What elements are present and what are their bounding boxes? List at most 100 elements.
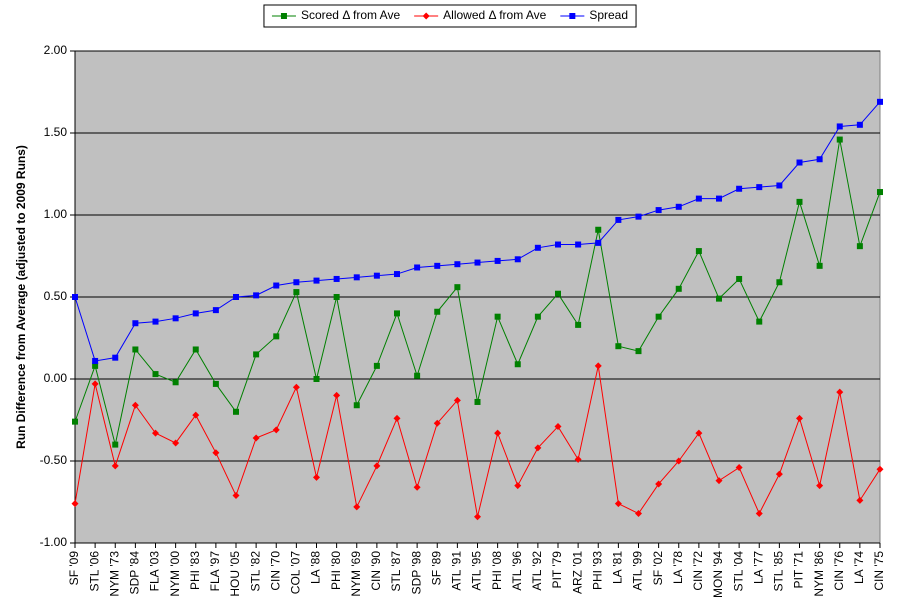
marker [433, 419, 441, 427]
marker [796, 198, 803, 205]
x-tick-label: SF '89 [429, 551, 443, 586]
marker [454, 261, 461, 268]
marker [233, 294, 239, 300]
marker [816, 482, 824, 490]
x-tick-label: CIN '72 [691, 551, 705, 591]
marker [876, 465, 884, 473]
marker [555, 290, 561, 297]
legend-label: Spread [589, 8, 628, 22]
marker [595, 239, 602, 246]
marker [575, 321, 582, 328]
marker [192, 310, 199, 317]
marker [232, 491, 240, 499]
marker [233, 408, 239, 415]
marker [333, 294, 340, 300]
marker [735, 464, 743, 472]
marker [273, 333, 280, 340]
marker [554, 423, 562, 431]
marker [212, 449, 220, 457]
marker [353, 402, 360, 409]
marker [92, 362, 99, 369]
marker [273, 282, 280, 289]
x-tick-label: CIN '75 [872, 551, 886, 591]
legend-marker [569, 13, 576, 19]
x-tick-label: COL '07 [289, 551, 303, 595]
legend: Scored Δ from Ave Allowed Δ from Ave Sprea… [263, 4, 637, 28]
marker [111, 462, 119, 470]
marker [776, 182, 783, 189]
marker [594, 362, 602, 370]
x-tick-label: LA '74 [852, 551, 866, 584]
marker [595, 226, 602, 233]
marker [877, 189, 883, 196]
marker [373, 462, 381, 470]
x-tick-label: ATL '91 [450, 551, 464, 591]
marker [172, 315, 179, 322]
x-tick-label: ATL '96 [510, 551, 524, 591]
x-tick-label: MON '94 [711, 551, 725, 598]
x-tick-label: ATL '99 [631, 551, 645, 591]
marker [292, 383, 300, 391]
marker [72, 418, 78, 425]
marker [534, 444, 542, 452]
x-tick-label: NYM '86 [812, 551, 826, 597]
marker [152, 318, 159, 325]
marker [434, 308, 441, 315]
marker [252, 434, 260, 442]
marker [716, 295, 722, 302]
marker [192, 411, 200, 419]
marker [494, 429, 502, 437]
marker [413, 483, 421, 491]
x-tick-label: LA '78 [671, 551, 685, 584]
marker [212, 307, 219, 314]
marker [756, 318, 763, 325]
marker [775, 470, 783, 478]
marker [635, 348, 642, 355]
x-tick-label: LA '81 [611, 551, 625, 584]
marker [716, 195, 722, 202]
marker [534, 313, 541, 320]
marker [534, 244, 541, 251]
marker [715, 477, 723, 485]
marker [272, 426, 280, 434]
marker [313, 376, 320, 382]
marker [333, 391, 341, 399]
x-tick-label: CIN '90 [369, 551, 383, 591]
y-tick-label: 0.50 [44, 289, 68, 303]
marker [615, 343, 622, 350]
marker [152, 429, 159, 437]
marker [434, 262, 441, 269]
marker [414, 264, 421, 271]
marker [474, 513, 481, 521]
x-tick-label: LA '88 [309, 551, 323, 584]
y-tick-label: -1.00 [40, 535, 68, 549]
marker [373, 272, 380, 279]
marker [172, 439, 180, 447]
marker [394, 271, 400, 278]
marker [836, 136, 843, 143]
x-tick-label: STL '04 [731, 551, 745, 592]
marker [655, 207, 662, 214]
marker [132, 320, 139, 327]
marker [755, 509, 763, 517]
marker [856, 243, 863, 250]
marker [72, 294, 78, 300]
marker [313, 277, 320, 284]
y-tick-label: 2.00 [44, 43, 68, 57]
marker [293, 289, 300, 296]
marker [253, 292, 260, 299]
marker [575, 241, 582, 248]
legend-label: Scored Δ from Ave [301, 8, 401, 22]
x-tick-label: STL '87 [389, 551, 403, 592]
marker [212, 380, 219, 387]
marker [695, 429, 703, 437]
marker [836, 388, 844, 396]
legend-label: Allowed Δ from Ave [443, 8, 547, 22]
marker [877, 98, 883, 105]
marker [655, 480, 663, 488]
y-tick-label: 0.00 [44, 371, 68, 385]
legend-box [263, 4, 637, 28]
marker [192, 346, 199, 353]
marker [112, 354, 119, 361]
